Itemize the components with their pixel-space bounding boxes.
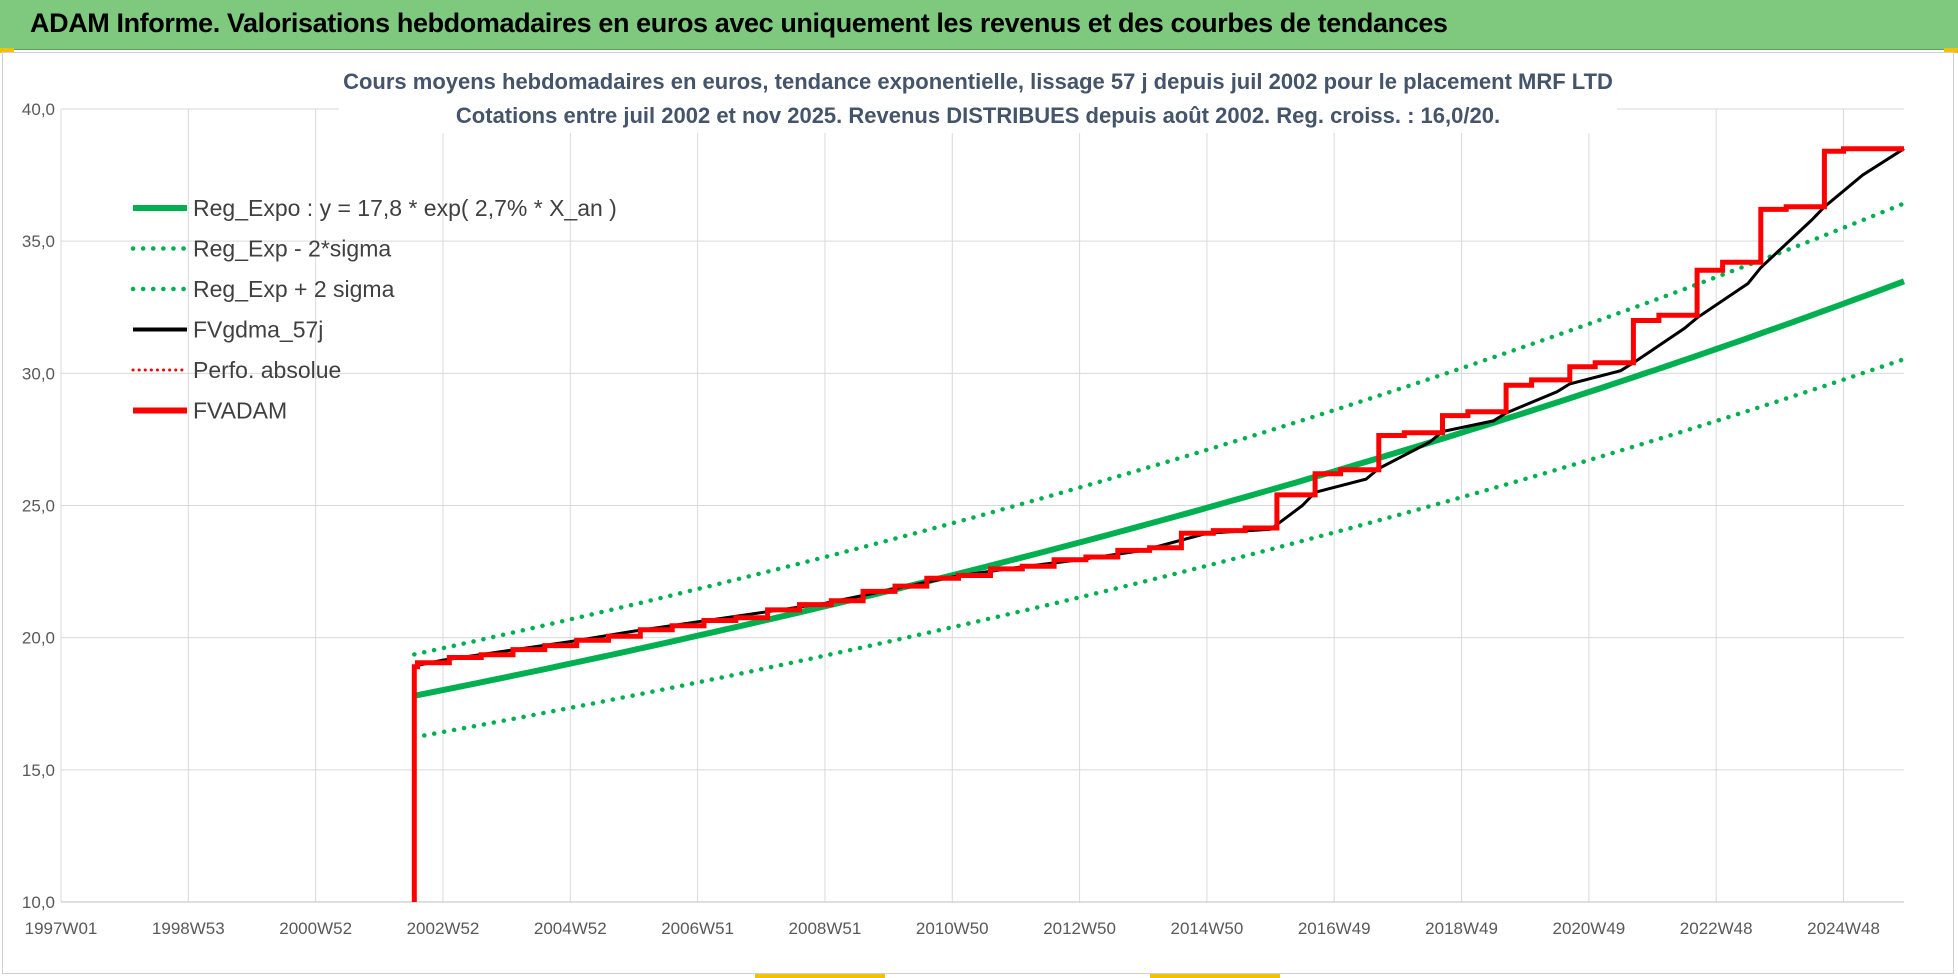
y-axis: 10,0 15,0 20,0 25,0 30,0 35,0 40,0	[22, 100, 55, 912]
chart-title-line-1: Cours moyens hebdomadaires en euros, ten…	[343, 69, 1613, 94]
x-tick-label: 2016W49	[1298, 919, 1371, 938]
report-banner: ADAM Informe. Valorisations hebdomadaire…	[0, 0, 1958, 50]
chart: 10,0 15,0 20,0 25,0 30,0 35,0 40,0 1997W01 1998…	[22, 61, 1907, 938]
x-axis: 1997W01 1998W53 2000W52 2002W52 2004W52 2006W…	[25, 919, 1880, 938]
legend-label-reg_lo: Reg_Exp - 2*sigma	[193, 236, 391, 262]
chart-title-line-2: Cotations entre juil 2002 et nov 2025. R…	[456, 103, 1500, 128]
y-tick-label: 15,0	[22, 761, 55, 780]
y-tick-label: 40,0	[22, 100, 55, 119]
y-tick-label: 20,0	[22, 629, 55, 648]
x-tick-label: 2004W52	[534, 919, 607, 938]
reg-expo-line	[413, 278, 1906, 699]
x-tick-label: 2022W48	[1680, 919, 1753, 938]
x-tick-label: 2024W48	[1807, 919, 1880, 938]
legend-label-fvadam: FVADAM	[193, 398, 287, 424]
y-tick-label: 35,0	[22, 232, 55, 251]
x-tick-label: 2018W49	[1425, 919, 1498, 938]
corner-mark-left	[0, 48, 14, 53]
corner-mark-right	[1944, 48, 1958, 53]
grid	[60, 108, 1904, 903]
fvadam-line	[411, 146, 1904, 902]
chart-frame: 10,0 15,0 20,0 25,0 30,0 35,0 40,0 1997W01 1998…	[2, 52, 1954, 974]
x-tick-label: 2014W50	[1171, 919, 1244, 938]
y-tick-label: 30,0	[22, 364, 55, 383]
x-tick-label: 1998W53	[152, 919, 225, 938]
fvgdma-57j-line	[417, 147, 1905, 667]
legend-label-reg_hi: Reg_Exp + 2 sigma	[193, 276, 395, 302]
report-title: ADAM Informe. Valorisations hebdomadaire…	[30, 8, 1448, 38]
bottom-mark-1	[755, 974, 885, 978]
x-tick-label: 2010W50	[916, 919, 989, 938]
legend-label-reg: Reg_Expo : y = 17,8 * exp( 2,7% * X_an )	[193, 195, 617, 221]
bottom-mark-2	[1150, 974, 1280, 978]
x-tick-label: 2000W52	[279, 919, 352, 938]
x-tick-label: 2006W51	[661, 919, 734, 938]
reg-exp-minus-2sigma-line	[412, 356, 1907, 740]
x-tick-label: 2008W51	[789, 919, 862, 938]
legend: Reg_Expo : y = 17,8 * exp( 2,7% * X_an )…	[130, 195, 617, 424]
x-tick-label: 1997W01	[25, 919, 98, 938]
reg-exp-plus-2sigma-line	[412, 201, 1907, 657]
y-tick-label: 25,0	[22, 497, 55, 516]
chart-title: Cours moyens hebdomadaires en euros, ten…	[339, 61, 1617, 133]
legend-label-fvgdma: FVgdma_57j	[193, 317, 323, 343]
y-tick-label: 10,0	[22, 893, 55, 912]
x-tick-label: 2012W50	[1043, 919, 1116, 938]
x-tick-label: 2020W49	[1552, 919, 1625, 938]
plot-series	[411, 146, 1907, 902]
legend-label-perfo: Perfo. absolue	[193, 357, 341, 383]
x-tick-label: 2002W52	[407, 919, 480, 938]
